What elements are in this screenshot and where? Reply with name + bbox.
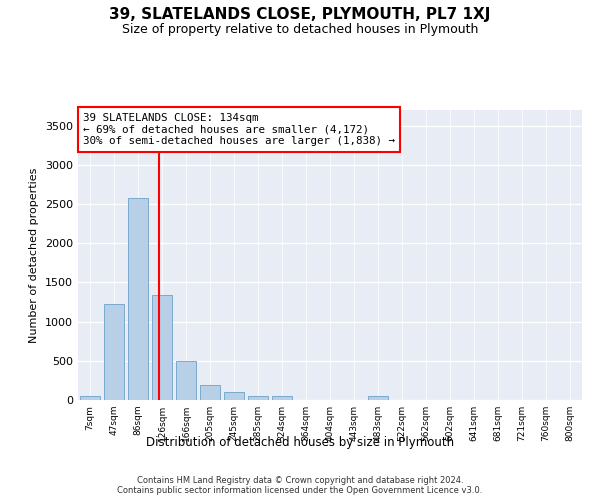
Text: Distribution of detached houses by size in Plymouth: Distribution of detached houses by size … <box>146 436 454 449</box>
Bar <box>176 361 196 400</box>
Bar <box>200 384 220 400</box>
Bar <box>248 396 268 400</box>
Bar <box>224 392 244 400</box>
Bar <box>104 304 124 400</box>
Bar <box>152 295 172 400</box>
Text: Contains HM Land Registry data © Crown copyright and database right 2024.
Contai: Contains HM Land Registry data © Crown c… <box>118 476 482 495</box>
Bar <box>368 396 388 400</box>
Bar <box>80 396 100 400</box>
Text: Size of property relative to detached houses in Plymouth: Size of property relative to detached ho… <box>122 22 478 36</box>
Bar <box>272 396 292 400</box>
Y-axis label: Number of detached properties: Number of detached properties <box>29 168 40 342</box>
Text: 39 SLATELANDS CLOSE: 134sqm
← 69% of detached houses are smaller (4,172)
30% of : 39 SLATELANDS CLOSE: 134sqm ← 69% of det… <box>83 113 395 146</box>
Bar <box>128 198 148 400</box>
Text: 39, SLATELANDS CLOSE, PLYMOUTH, PL7 1XJ: 39, SLATELANDS CLOSE, PLYMOUTH, PL7 1XJ <box>109 8 491 22</box>
